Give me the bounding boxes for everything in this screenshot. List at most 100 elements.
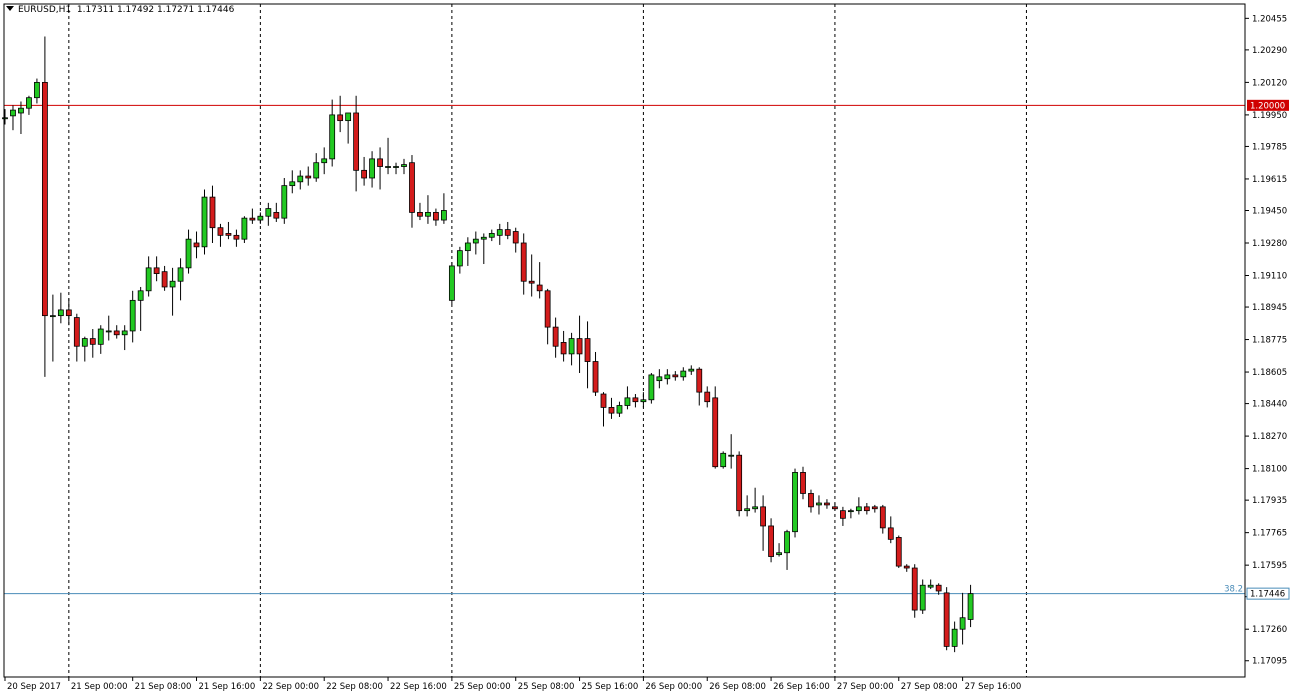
y-tick-label: 1.18100: [1252, 465, 1287, 475]
y-tick-label: 1.19785: [1252, 142, 1287, 152]
candle-bearish: [377, 158, 383, 167]
y-tick-label: 1.19110: [1252, 271, 1287, 281]
candle-bearish: [409, 162, 415, 213]
candle-bearish: [584, 338, 591, 362]
candle-bearish: [871, 506, 878, 510]
candle-bearish: [65, 309, 72, 317]
candle-bullish: [97, 328, 104, 345]
candle-bullish: [680, 370, 687, 378]
candle-bearish: [417, 212, 423, 217]
y-tick-label: 1.17765: [1252, 529, 1287, 539]
y-tick-label: 1.17260: [1252, 625, 1287, 635]
y-tick-label: 1.20455: [1252, 14, 1287, 24]
candle-bullish: [448, 265, 455, 301]
candle-bearish: [903, 565, 910, 569]
level-price-tag: [1247, 99, 1289, 111]
y-tick-label: 1.17595: [1252, 561, 1287, 571]
candle-bullish: [752, 506, 759, 510]
x-tick-label: 26 Sep 16:00: [773, 682, 830, 692]
candle-bearish: [73, 317, 80, 347]
candle-bearish: [305, 175, 312, 179]
price-markers: 1.20000 1.17446 38.2: [1224, 99, 1290, 600]
candle-bullish: [456, 250, 463, 267]
candle-bullish: [959, 617, 966, 630]
candle-bullish: [18, 107, 24, 114]
candle-bullish: [369, 158, 375, 179]
candle-bullish: [488, 233, 495, 238]
candle-bullish: [129, 299, 136, 332]
candle-bullish: [648, 374, 655, 401]
candle-bullish: [185, 238, 192, 269]
y-tick-label: 1.18270: [1252, 432, 1287, 442]
candle-bullish: [616, 405, 623, 414]
candle-bearish: [824, 502, 830, 506]
candle-bullish: [49, 315, 56, 318]
candle-bearish: [209, 196, 216, 229]
candle-bearish: [840, 510, 846, 519]
symbol-label: EURUSD,H1: [18, 5, 72, 15]
candle-bullish: [145, 267, 152, 292]
current-price-label: 1.17446: [1250, 590, 1285, 600]
candle-bearish: [544, 290, 551, 328]
x-tick-label: 22 Sep 00:00: [262, 682, 319, 692]
candle-bearish: [712, 397, 719, 468]
candle-bullish: [496, 229, 503, 236]
candle-bullish: [464, 242, 471, 252]
candle-bearish: [808, 493, 814, 508]
candle-bearish: [608, 407, 615, 414]
candle-bearish: [42, 81, 48, 317]
x-tick-label: 26 Sep 00:00: [645, 682, 702, 692]
y-tick-label: 1.20120: [1252, 78, 1287, 88]
candle-bearish: [863, 506, 870, 512]
ohlc-values: 1.17311 1.17492 1.17271 1.17446: [76, 5, 235, 15]
candle-bullish: [472, 238, 479, 244]
candle-bullish: [688, 368, 695, 372]
level-price-label: 1.20000: [1250, 101, 1285, 111]
candle-bullish: [640, 399, 647, 403]
plot-area-border: [3, 3, 1246, 678]
candle-bullish: [169, 280, 176, 288]
candle-bullish: [345, 112, 352, 122]
candle-bearish: [632, 397, 639, 403]
candle-bullish: [57, 309, 64, 317]
candle-bearish: [943, 592, 950, 647]
candle-bullish: [257, 215, 264, 221]
candle-bullish: [26, 97, 32, 109]
candle-bearish: [217, 227, 224, 236]
candle-bearish: [768, 525, 774, 557]
candle-bearish: [161, 271, 168, 288]
candle-bullish: [776, 552, 782, 556]
candle-bearish: [800, 472, 806, 494]
x-tick-label: 21 Sep 16:00: [199, 682, 256, 692]
candle-bearish: [887, 527, 894, 540]
x-tick-label: 27 Sep 08:00: [901, 682, 958, 692]
y-tick-label: 1.17095: [1252, 657, 1287, 667]
candle-bearish: [760, 506, 766, 527]
candle-bearish: [225, 233, 232, 236]
candle-bullish: [34, 81, 40, 99]
x-tick-label: 25 Sep 16:00: [582, 682, 639, 692]
chevron-down-icon[interactable]: [6, 6, 14, 11]
x-tick-label: 25 Sep 00:00: [454, 682, 511, 692]
candle-bearish: [433, 212, 439, 221]
fib-level-label: 38.2: [1224, 585, 1243, 595]
candle-bullish: [480, 236, 487, 240]
x-tick-label: 27 Sep 00:00: [837, 682, 894, 692]
time-axis[interactable]: 20 Sep 2017 21 Sep 00:00 21 Sep 08:00 21 Se…: [4, 677, 1022, 692]
y-tick-label: 1.18440: [1252, 400, 1287, 410]
x-tick-label: 20 Sep 2017: [7, 682, 61, 692]
y-tick-label: 1.17935: [1252, 496, 1287, 506]
candle-bearish: [600, 393, 607, 408]
candle-bullish: [201, 196, 208, 248]
candle-bearish: [153, 267, 160, 274]
candle-bearish: [233, 234, 240, 240]
price-axis[interactable]: 1.20455 1.20290 1.20120 1.19950 1.19785 1.196…: [1245, 14, 1287, 667]
candle-bearish: [696, 368, 703, 393]
candles: [2, 36, 974, 653]
candle-bearish: [832, 506, 838, 510]
y-tick-label: 1.18605: [1252, 368, 1287, 378]
candle-bearish: [736, 454, 743, 512]
x-tick-label: 27 Sep 16:00: [965, 682, 1022, 692]
candle-bullish: [241, 217, 248, 240]
